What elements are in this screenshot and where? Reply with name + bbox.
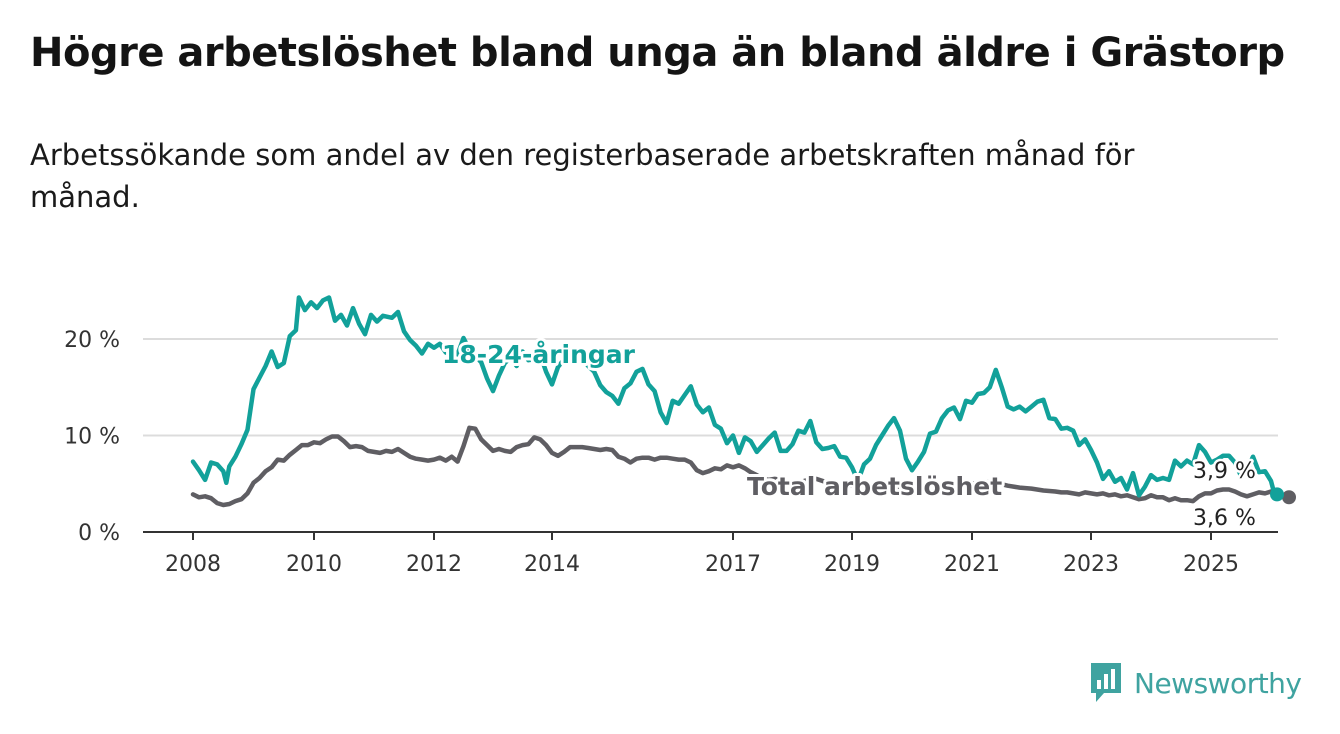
chart-title: Högre arbetslöshet bland unga än bland ä…: [30, 30, 1285, 76]
newsworthy-logo: Newsworthy: [1088, 660, 1302, 706]
series-end-dot: [1282, 490, 1296, 505]
chart-subtitle: Arbetssökande som andel av den registerb…: [30, 138, 1135, 214]
x-tick-label: 2023: [1063, 552, 1119, 577]
y-tick-label: 0 %: [78, 521, 120, 546]
x-tick-label: 2008: [165, 552, 221, 577]
series-end-dot: [1270, 487, 1284, 502]
x-tick-label: 2025: [1183, 552, 1239, 577]
series-labels: 18-24-åringar Total arbetslöshet 3,9 % 3,6 …: [439, 337, 1258, 534]
series-label-youth: 18-24-åringar: [442, 340, 636, 369]
x-tick-label: 2014: [524, 552, 580, 577]
series-line-youth: [190, 295, 1280, 498]
x-tick-label: 2017: [705, 552, 761, 577]
gridlines: [143, 338, 1278, 437]
x-axis: 2008 2010 2012 2014 2017 2019 2021 2023 2025: [143, 531, 1278, 577]
y-tick-label: 20 %: [64, 328, 120, 353]
x-tick-label: 2021: [944, 552, 1000, 577]
x-tick-label: 2010: [286, 552, 342, 577]
x-tick-label: 2012: [406, 552, 462, 577]
y-tick-label: 10 %: [64, 425, 120, 450]
bar-chart-speech-bubble-icon: [1091, 663, 1121, 702]
y-axis-ticks: 0 % 10 % 20 %: [64, 328, 120, 546]
end-value-label-youth: 3,9 %: [1193, 459, 1256, 484]
series-line-total: [190, 425, 1292, 508]
end-value-label-total: 3,6 %: [1193, 506, 1256, 531]
series-label-total: Total arbetslöshet: [747, 472, 1002, 501]
logo-text: Newsworthy: [1134, 666, 1302, 700]
x-tick-label: 2019: [824, 552, 880, 577]
series-lines: [190, 295, 1296, 508]
